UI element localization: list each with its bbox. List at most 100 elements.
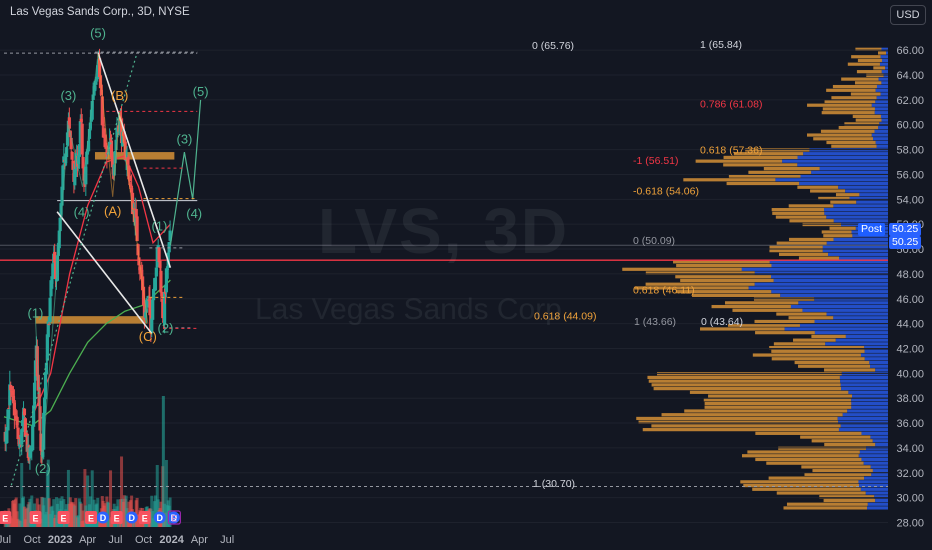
candle-body [71, 160, 75, 170]
volume-profile-bar [826, 312, 888, 316]
volume-profile-bar [803, 152, 888, 156]
time-tick-label: Jul [108, 534, 122, 546]
volume-profile-bar [780, 293, 888, 297]
volume-profile-bar [754, 282, 888, 286]
candle-body [90, 100, 94, 120]
post-price-tag: 50.25 [889, 223, 922, 236]
volume-bar [74, 498, 78, 527]
volume-profile-bar [802, 308, 888, 312]
volume-profile-bar [878, 51, 886, 55]
candle-body [45, 334, 49, 361]
volume-profile-bar [775, 215, 827, 219]
volume-profile-bar [844, 122, 880, 126]
volume-profile-bar [676, 263, 772, 268]
wedge-lower-line [56, 211, 153, 335]
fib-label: 0.786 (61.08) [700, 98, 762, 110]
volume-profile-bar [771, 357, 865, 361]
volume-profile-bar [874, 111, 888, 115]
volume-profile-bar [769, 249, 823, 253]
candle-body [62, 156, 66, 163]
candle-body [53, 251, 57, 263]
watermark-name: Las Vegas Sands Corp. [255, 293, 571, 326]
candle-body [118, 115, 122, 134]
volume-profile-bar [859, 450, 888, 454]
volume-profile-bar [841, 77, 879, 81]
candle-body [49, 280, 53, 297]
volume-profile-bar [775, 178, 888, 182]
candle-body [43, 397, 47, 414]
volume-profile-bar [864, 476, 888, 480]
volume-profile-bar [837, 416, 888, 421]
candle-body [21, 411, 26, 424]
fib-label: -1 (56.51) [633, 155, 679, 167]
volume-profile-bar [769, 260, 888, 264]
price-tick-label: 46.00 [896, 294, 924, 306]
price-tick-label: 42.00 [896, 343, 924, 355]
dividend-marker [167, 511, 180, 524]
volume-profile-bar [653, 387, 842, 391]
volume-profile-bar [754, 319, 815, 324]
volume-profile-bar [880, 92, 888, 96]
volume-profile-bar [786, 502, 868, 506]
volume-profile-bar [771, 263, 888, 268]
volume-profile-bar [876, 96, 888, 100]
volume-profile-bar [826, 215, 888, 219]
volume-profile-bar [833, 316, 888, 320]
candle-body [148, 297, 152, 316]
volume-profile-bar [821, 230, 852, 234]
candle-body [122, 134, 126, 143]
candle-body [153, 277, 158, 291]
event-markers: E E E DE E D E D DE [0, 510, 181, 525]
volume-profile-bar [704, 401, 852, 406]
volume-profile-bar [828, 252, 888, 256]
dividend-marker-label: D [171, 513, 178, 523]
volume-bar [18, 503, 22, 527]
volume-profile-bar [855, 118, 882, 122]
volume-profile-bar [838, 428, 888, 432]
volume-profile-bar [870, 435, 888, 439]
volume-profile-bar [741, 454, 859, 458]
volume-profile-bar [854, 81, 882, 85]
volume-profile-bar [859, 193, 888, 197]
volume-profile-bar [839, 375, 888, 380]
projection-path [169, 99, 202, 246]
volume-bar [43, 497, 47, 527]
price-tick-label: 60.00 [896, 120, 924, 132]
earnings-marker-label: E [32, 514, 38, 524]
price-tick-label: 62.00 [896, 95, 924, 107]
price-zone [35, 316, 147, 324]
dividend-marker [97, 511, 110, 524]
fib-labels: 0 (65.76) 1 (30.70) 1 (65.84) 0.786 (61.08)… [532, 39, 762, 490]
volume-profile-bar [860, 353, 888, 357]
volume-profile-bar [778, 252, 829, 256]
volume-profile-bar [771, 290, 888, 294]
volume-profile-bar [842, 413, 888, 417]
earnings-marker [167, 510, 181, 525]
volume-profile-bar [881, 81, 888, 85]
candle-body [70, 151, 74, 160]
volume-profile-bar [818, 196, 850, 201]
candle-body [162, 291, 167, 325]
time-tick-label: 2024 [159, 534, 184, 546]
volume-profile-bar [725, 301, 799, 305]
earnings-marker [85, 511, 98, 524]
volume-profile-bar [864, 349, 888, 353]
volume-bar [168, 497, 172, 527]
candle-body [79, 118, 83, 123]
wave-label: (2) [158, 320, 174, 335]
volume-profile-bar [874, 495, 888, 499]
volume-profile-bar [770, 275, 888, 279]
volume-profile-bar [881, 118, 888, 122]
candle-body [159, 270, 163, 293]
candle-body [85, 151, 89, 165]
volume-profile-bar [852, 394, 888, 398]
volume-profile-bar [840, 424, 888, 428]
currency-button[interactable]: USD [890, 5, 926, 25]
volume-profile-bar [851, 401, 888, 406]
volume-profile-bar [880, 55, 888, 59]
volume-profile-bar [875, 88, 888, 92]
volume-profile-bar [831, 144, 877, 148]
wedge-upper-line [97, 52, 172, 268]
volume-profile-bar [875, 498, 888, 503]
